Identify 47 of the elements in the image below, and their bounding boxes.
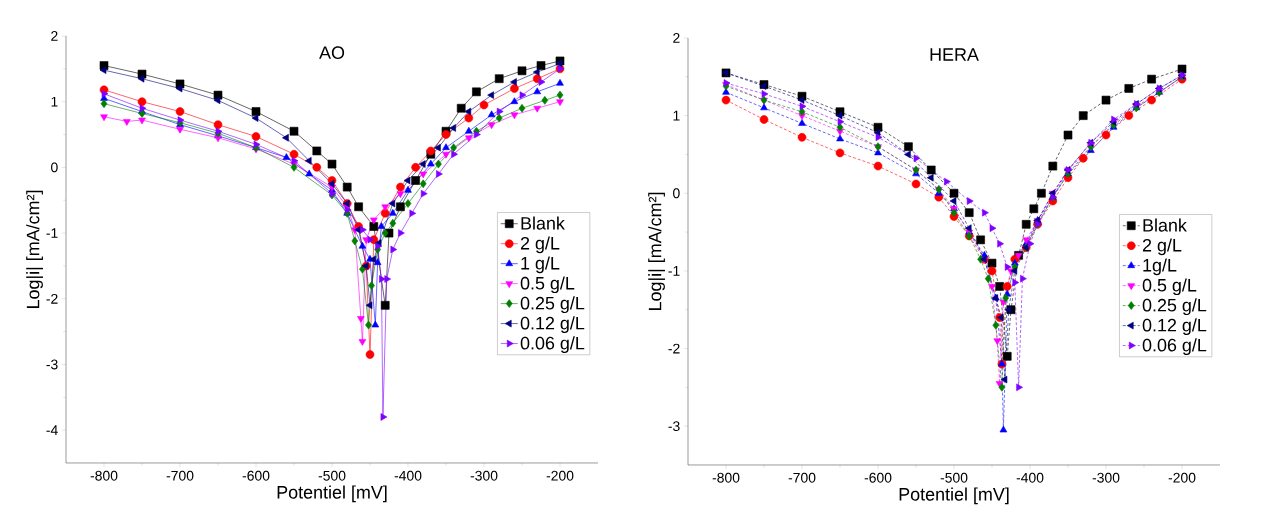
x-axis-title: Potentiel [mV] (899, 487, 1009, 505)
legend-label: 0.25 g/L (520, 296, 585, 314)
legend-label: Blank (521, 216, 565, 230)
x-tick-label: -800 (712, 472, 740, 483)
legend-label: 0.25 g/L (1142, 298, 1207, 316)
x-tick-label: -600 (242, 470, 270, 481)
chart-title: HERA (930, 48, 979, 61)
y-tick-label: -3 (46, 359, 58, 370)
legend-label: 0.5 g/L (1142, 278, 1197, 296)
y-tick-label: 1 (673, 110, 680, 121)
legend-label: 2 g/L (520, 236, 560, 254)
x-tick-label: -600 (864, 472, 892, 483)
legend-label: Blank (1143, 218, 1187, 232)
legend-label: 0.12 g/L (1142, 318, 1207, 336)
x-tick-label: -700 (788, 472, 816, 483)
legend-label: 0.06 g/L (520, 336, 585, 354)
y-axis-title: Log|i| [mA/cm²] (26, 190, 43, 308)
x-tick-label: -500 (940, 472, 968, 483)
x-axis-title: Potentiel [mV] (277, 485, 387, 503)
x-tick-label: -500 (318, 470, 346, 481)
legend-label: 1 g/L (521, 256, 560, 274)
legend-label: 1g/L (1143, 258, 1177, 276)
legend-label: 0.06 g/L (1142, 338, 1207, 356)
x-tick-label: -800 (90, 470, 118, 481)
x-tick-label: -400 (394, 470, 422, 481)
x-tick-label: -300 (470, 470, 498, 481)
y-tick-label: 0 (673, 188, 680, 199)
y-tick-label: 2 (51, 31, 58, 41)
y-tick-label: 2 (673, 33, 680, 43)
y-tick-label: -1 (46, 228, 58, 238)
x-tick-label: -300 (1092, 472, 1120, 483)
x-tick-label: -200 (1168, 472, 1196, 483)
legend-label: 0.12 g/L (520, 316, 585, 334)
y-axis-title: Log|i| [mA/cm²] (648, 192, 665, 310)
chart-title: AO (319, 46, 345, 60)
x-tick-label: -700 (166, 470, 194, 481)
y-tick-label: -1 (668, 266, 680, 276)
y-tick-label: -3 (668, 421, 680, 432)
x-tick-label: -400 (1016, 472, 1044, 483)
x-tick-label: -200 (546, 470, 574, 481)
y-tick-label: 1 (51, 96, 58, 107)
y-tick-label: -2 (46, 293, 58, 304)
y-tick-label: 0 (51, 162, 58, 173)
legend-label: 2 g/L (1142, 238, 1182, 256)
y-tick-label: -2 (668, 343, 680, 354)
y-tick-label: -4 (46, 425, 58, 435)
legend-label: 0.5 g/L (520, 276, 575, 294)
